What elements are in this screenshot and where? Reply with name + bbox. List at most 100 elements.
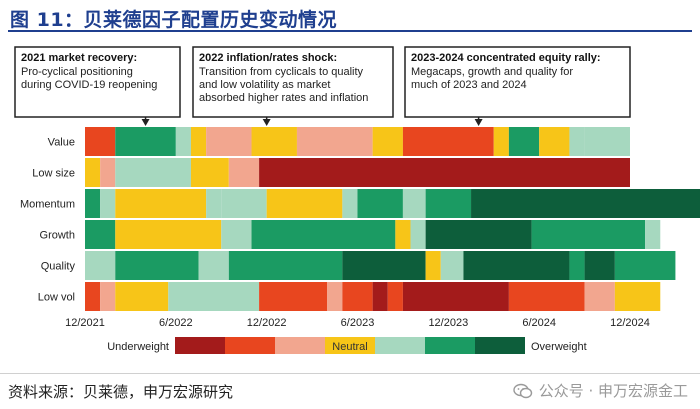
annotation-box: 2022 inflation/rates shock: Transition fr… — [192, 46, 394, 126]
heatmap-cell — [471, 189, 700, 218]
heatmap-cell — [584, 282, 615, 311]
heatmap-cell — [100, 189, 116, 218]
heatmap-cell — [115, 127, 176, 156]
annotation-frame — [404, 46, 631, 118]
heatmap-cell — [425, 251, 441, 280]
legend-left-label: Underweight — [107, 341, 169, 353]
heatmap-cell — [228, 158, 260, 187]
heatmap-cell — [251, 127, 297, 156]
row-label: Momentum — [20, 199, 75, 211]
annotation-frame — [14, 46, 181, 118]
heatmap-cell — [614, 282, 661, 311]
heatmap-cell — [402, 189, 426, 218]
heatmap-cell — [372, 282, 388, 311]
heatmap-cell — [569, 251, 585, 280]
footer: 资料来源：贝莱德，申万宏源研究 公众号 · 申万宏源金工 — [0, 373, 700, 409]
annotation-arrowhead — [474, 119, 483, 126]
source-note: 资料来源：贝莱德，申万宏源研究 — [8, 383, 234, 401]
annotation-line: Pro-cyclical positioning — [21, 66, 133, 78]
legend-center-label: Neutral — [332, 341, 367, 353]
heatmap-cell — [342, 189, 358, 218]
heatmap-cell — [425, 220, 532, 249]
heatmap-cell — [190, 158, 229, 187]
x-tick-label: 12/2024 — [610, 317, 650, 329]
heatmap-cell — [584, 251, 615, 280]
annotation-line: Transition from cyclicals to quality — [199, 66, 364, 78]
x-tick-label: 6/2022 — [159, 317, 193, 329]
heatmap-cell — [259, 282, 328, 311]
x-tick-label: 12/2022 — [247, 317, 287, 329]
x-tick-label: 12/2021 — [65, 317, 105, 329]
heatmap-cell — [115, 158, 191, 187]
heatmap-cell — [190, 127, 207, 156]
legend-swatch — [175, 337, 225, 354]
heatmap-cell — [531, 220, 646, 249]
x-tick-label: 6/2024 — [522, 317, 556, 329]
heatmap-cell — [251, 220, 396, 249]
heatmap-cell — [115, 189, 207, 218]
row-label: Low size — [32, 168, 75, 180]
heatmap-cell — [85, 282, 101, 311]
legend-swatch — [275, 337, 325, 354]
heatmap-cell — [85, 251, 116, 280]
heatmap-cell — [221, 189, 267, 218]
factor-row-growth: Growth — [40, 220, 661, 249]
heatmap-cell — [221, 220, 252, 249]
heatmap-cell — [327, 282, 343, 311]
heatmap-cell — [425, 189, 472, 218]
heatmap-cell — [115, 251, 199, 280]
heatmap-cell — [584, 127, 630, 156]
row-label: Growth — [40, 230, 75, 242]
factor-row-low-vol: Low vol — [38, 282, 661, 311]
heatmap-cell — [100, 282, 116, 311]
factor-row-value: Value — [48, 127, 630, 156]
heatmap-cell — [175, 127, 191, 156]
row-label: Value — [48, 137, 75, 149]
figure-title-bar: 图 11：贝莱德因子配置历史变动情况 — [8, 4, 692, 32]
heatmap-cell — [569, 127, 585, 156]
annotation-line: Megacaps, growth and quality for — [411, 66, 573, 78]
heatmap-cell — [206, 127, 252, 156]
heatmap-rows: Value Low size Momentum Growth Quality Low vo… — [20, 127, 700, 311]
heatmap-cell — [100, 158, 116, 187]
annotation-title: 2022 inflation/rates shock: — [199, 52, 337, 64]
heatmap-cell — [440, 251, 464, 280]
heatmap-cell — [402, 282, 509, 311]
wechat-icon — [512, 383, 532, 398]
heatmap-cell — [296, 127, 373, 156]
x-tick-label: 12/2023 — [428, 317, 468, 329]
legend-swatch — [325, 337, 375, 354]
legend-swatch — [225, 337, 275, 354]
heatmap-cell — [463, 251, 570, 280]
annotation-arrowhead — [141, 119, 150, 126]
heatmap-cell — [206, 189, 222, 218]
heatmap-cell — [259, 158, 630, 187]
factor-allocation-chart: 2021 market recovery: Pro-cyclical positi… — [14, 46, 700, 354]
legend: Underweight Neutral Overweight — [107, 337, 587, 354]
heatmap-cell — [85, 127, 116, 156]
heatmap-cell — [357, 189, 403, 218]
row-label: Low vol — [38, 292, 75, 304]
figure-title: 图 11：贝莱德因子配置历史变动情况 — [10, 9, 338, 31]
annotation-title: 2021 market recovery: — [21, 52, 137, 64]
row-label: Quality — [41, 261, 76, 273]
x-axis: 12/2021 6/2022 12/2022 6/2023 12/2023 6/2024 1… — [65, 317, 650, 329]
heatmap-cell — [85, 220, 116, 249]
heatmap-cell — [402, 127, 494, 156]
heatmap-cell — [387, 282, 403, 311]
annotation-arrowhead — [262, 119, 271, 126]
annotation-box: 2021 market recovery: Pro-cyclical positi… — [14, 46, 181, 126]
heatmap-cell — [614, 251, 676, 280]
annotation-title: 2023-2024 concentrated equity rally: — [411, 52, 601, 64]
heatmap-cell — [508, 127, 540, 156]
heatmap-cell — [115, 282, 169, 311]
heatmap-cell — [85, 158, 101, 187]
annotation-box: 2023-2024 concentrated equity rally: Mega… — [404, 46, 631, 126]
heatmap-cell — [372, 127, 403, 156]
annotation-line: and low volatility as market — [199, 79, 330, 91]
factor-row-quality: Quality — [41, 251, 676, 280]
heatmap-cell — [115, 220, 222, 249]
heatmap-cell — [342, 282, 373, 311]
heatmap-cell — [493, 127, 509, 156]
factor-row-low-size: Low size — [32, 158, 630, 187]
